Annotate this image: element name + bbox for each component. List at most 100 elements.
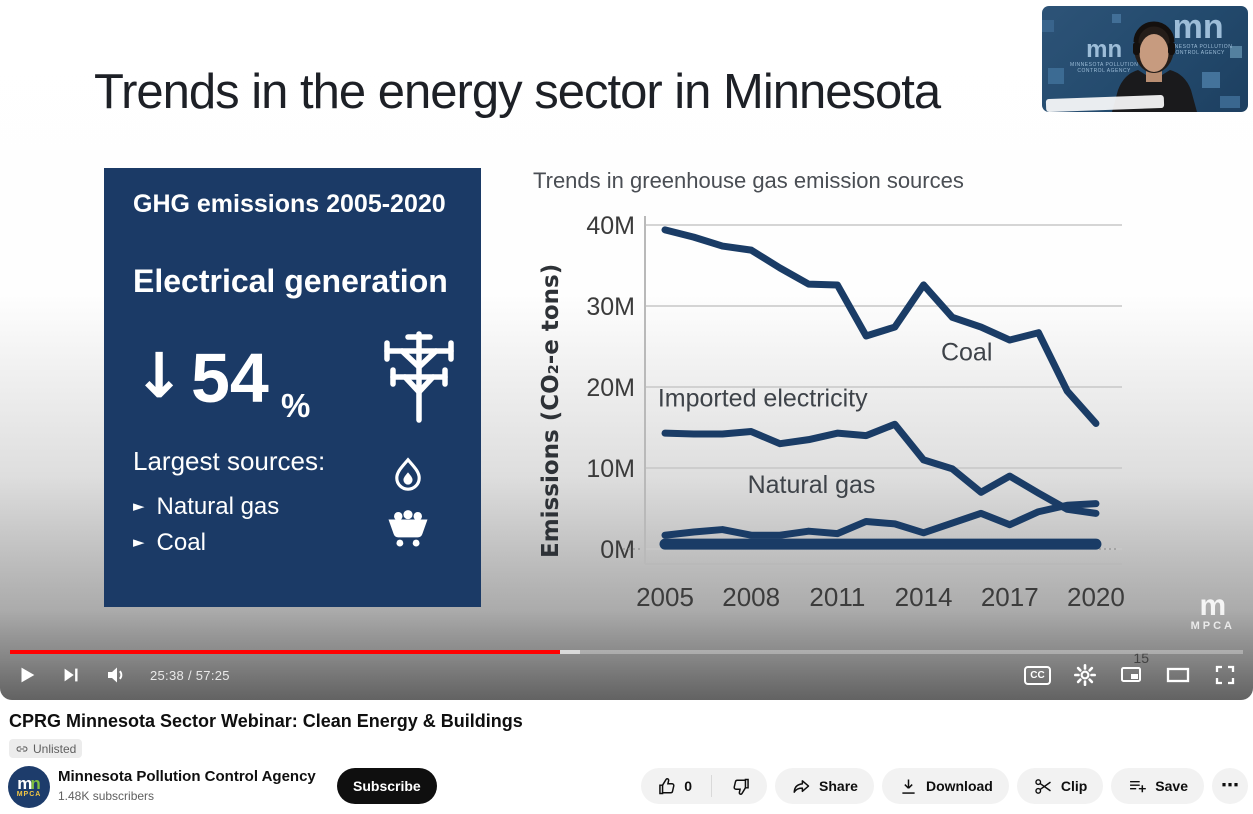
x-tick-label: 2017 — [981, 582, 1039, 612]
sources-label: Largest sources: — [133, 446, 326, 476]
presenter-webcam: mn MINNESOTA POLLUTION CONTROL AGENCY mn… — [1042, 6, 1248, 112]
divider — [711, 775, 713, 797]
player-controls-overlay: 25:38 / 57:25 CC — [0, 610, 1253, 700]
like-count: 0 — [684, 778, 693, 794]
x-tick-label: 2011 — [809, 582, 865, 612]
pattern-square — [1220, 96, 1240, 108]
x-tick-label: 2008 — [722, 582, 780, 612]
next-button[interactable] — [60, 660, 82, 690]
save-playlist-icon — [1130, 780, 1147, 792]
y-tick-label: 30M — [586, 293, 635, 321]
subscriber-count: 1.48K subscribers — [58, 789, 155, 803]
download-button[interactable]: Download — [881, 768, 1009, 804]
x-tick-label: 2005 — [636, 582, 694, 612]
down-arrow-icon: ↓ — [133, 339, 185, 412]
clip-button[interactable]: Clip — [1016, 768, 1104, 804]
subscribe-button[interactable]: Subscribe — [337, 768, 437, 804]
mpca-backdrop-logo: mn MINNESOTA POLLUTION CONTROL AGENCY — [1164, 8, 1233, 56]
source-item-natural-gas: ► Natural gas — [133, 493, 279, 521]
presentation-slide: Trends in the energy sector in Minnesota… — [94, 65, 1235, 666]
play-button[interactable] — [16, 660, 38, 690]
visibility-label: Unlisted — [33, 741, 77, 756]
progress-bar[interactable] — [10, 650, 1243, 654]
save-button[interactable]: Save — [1111, 768, 1204, 804]
volume-icon — [108, 667, 123, 683]
chart-title: Trends in greenhouse gas emission source… — [533, 168, 964, 193]
panel-sector-title: Electrical generation — [133, 263, 448, 299]
share-label: Share — [819, 778, 858, 794]
play-icon — [21, 667, 35, 683]
action-buttons: 0 Share — [641, 768, 1248, 804]
thumbs-up-icon — [659, 777, 675, 794]
fullscreen-icon — [1215, 665, 1235, 685]
source-label: Coal — [156, 529, 206, 556]
link-icon — [16, 745, 28, 752]
channel-name[interactable]: Minnesota Pollution Control Agency — [58, 768, 316, 785]
more-actions-button[interactable]: ⋯ — [1212, 768, 1248, 804]
channel-avatar[interactable]: mn MPCA — [8, 766, 50, 808]
power-lines-icon — [384, 331, 454, 423]
bullet-icon: ► — [133, 533, 145, 551]
bullet-icon: ► — [133, 497, 145, 515]
miniplayer-button[interactable] — [1119, 660, 1143, 690]
dislike-button[interactable] — [719, 768, 767, 804]
source-label: Natural gas — [156, 493, 280, 520]
y-tick-label: 10M — [586, 455, 635, 483]
like-button[interactable]: 0 — [641, 768, 704, 804]
stat-row: ↓ 54 % — [133, 323, 454, 433]
y-tick-label: 40M — [586, 212, 635, 240]
watch-metadata: CPRG Minnesota Sector Webinar: Clean Ene… — [0, 700, 1253, 814]
thumbs-down-icon — [733, 778, 749, 795]
channel-row: mn MPCA Minnesota Pollution Control Agen… — [8, 764, 1253, 814]
pattern-square — [1042, 20, 1054, 32]
pattern-square — [1202, 72, 1220, 88]
time-display: 25:38 / 57:25 — [150, 667, 230, 683]
download-icon — [902, 779, 915, 794]
slide-title: Trends in the energy sector in Minnesota — [94, 65, 941, 119]
stat-unit: % — [281, 387, 311, 424]
annotation-label: Coal — [941, 338, 992, 366]
video-player[interactable]: Trends in the energy sector in Minnesota… — [0, 0, 1253, 700]
scissors-icon — [1035, 778, 1051, 794]
ghg-summary-panel: GHG emissions 2005-2020 Electrical gener… — [104, 168, 481, 607]
mpca-logo: m — [1199, 589, 1227, 622]
series-coal — [661, 226, 1100, 427]
settings-button[interactable] — [1073, 660, 1097, 690]
pattern-square — [1230, 46, 1242, 58]
video-title: CPRG Minnesota Sector Webinar: Clean Ene… — [9, 711, 523, 731]
clip-label: Clip — [1060, 778, 1088, 794]
source-item-coal: ► Coal — [133, 529, 206, 557]
captions-button[interactable]: CC — [1024, 660, 1051, 690]
natural-gas-flame-icon — [395, 457, 421, 491]
download-label: Download — [925, 778, 993, 794]
theater-icon — [1166, 667, 1190, 683]
y-tick-label: 20M — [586, 374, 635, 402]
panel-heading: GHG emissions 2005-2020 — [133, 190, 446, 218]
presenter-silhouette — [1112, 21, 1197, 112]
chart-y-axis-label: Emissions (CO₂-e tons) — [538, 263, 564, 558]
captions-icon: CC — [1024, 665, 1051, 685]
share-button[interactable]: Share — [775, 768, 874, 804]
volume-button[interactable] — [104, 660, 128, 690]
coal-cart-icon — [388, 510, 428, 547]
mpca-backdrop-logo: mn MINNESOTA POLLUTION CONTROL AGENCY — [1070, 36, 1139, 75]
pattern-square — [1112, 14, 1121, 23]
fullscreen-button[interactable] — [1213, 660, 1237, 690]
slide-number: 15 — [1133, 650, 1149, 666]
share-icon — [793, 779, 810, 793]
played-range — [10, 650, 560, 654]
pattern-square — [1048, 68, 1064, 84]
next-icon — [64, 668, 78, 682]
like-dislike-pill: 0 — [641, 768, 768, 804]
y-tick-label: 0M — [600, 536, 635, 564]
series-natural-gas — [661, 500, 1100, 539]
mpca-watermark: m MPCA — [1191, 589, 1235, 633]
annotation-label: Natural gas — [748, 471, 876, 499]
x-tick-label: 2014 — [895, 582, 953, 612]
miniplayer-icon — [1121, 667, 1141, 682]
series-imported-electricity — [661, 420, 1100, 517]
emissions-line-chart: 0M 10M 20M 30M 40M 2005 2008 2011 2014 2017 2020 Co… — [586, 212, 1125, 612]
theater-mode-button[interactable] — [1165, 660, 1191, 690]
save-label: Save — [1155, 778, 1188, 794]
